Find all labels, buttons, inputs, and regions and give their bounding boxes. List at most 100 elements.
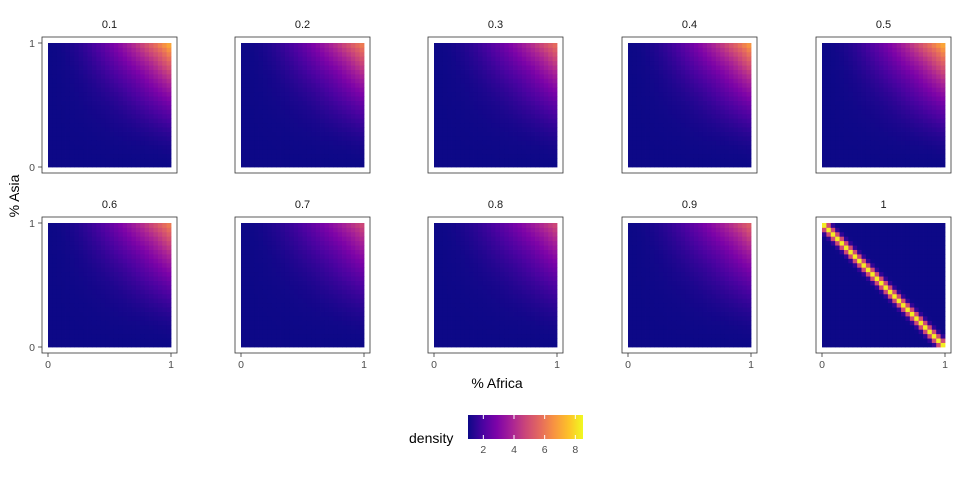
heatmap-cell xyxy=(293,65,299,70)
heatmap-cell xyxy=(118,162,124,168)
heatmap-cell xyxy=(513,47,518,53)
heatmap-cell xyxy=(100,158,106,163)
heatmap-cell xyxy=(499,60,505,66)
heatmap-cell xyxy=(543,69,549,75)
heatmap-cell xyxy=(676,118,682,124)
heatmap-cell xyxy=(342,153,347,159)
heatmap-cell xyxy=(65,144,71,150)
heatmap-cell xyxy=(74,144,80,150)
heatmap-cell xyxy=(315,136,321,141)
heatmap-cell xyxy=(65,69,71,75)
heatmap-cell xyxy=(931,113,937,119)
heatmap-cell xyxy=(61,47,66,53)
heatmap-cell xyxy=(105,333,110,339)
heatmap-cell xyxy=(491,78,496,84)
heatmap-cell xyxy=(901,122,906,128)
heatmap-cell xyxy=(280,153,286,159)
heatmap-cell xyxy=(931,78,937,84)
heatmap-cell xyxy=(879,144,884,150)
heatmap-cell xyxy=(254,254,259,259)
heatmap-cell xyxy=(87,51,93,57)
heatmap-cell xyxy=(843,140,849,146)
heatmap-cell xyxy=(530,118,536,124)
heatmap-cell xyxy=(166,342,172,348)
heatmap-cell xyxy=(249,43,255,48)
heatmap-cell xyxy=(276,131,281,137)
heatmap-cell xyxy=(122,153,128,159)
heatmap-cell xyxy=(333,153,339,159)
heatmap-cell xyxy=(153,302,159,308)
heatmap-cell xyxy=(685,136,690,141)
heatmap-cell xyxy=(746,162,752,168)
heatmap-cell xyxy=(632,131,638,137)
heatmap-cell xyxy=(359,91,365,97)
heatmap-cell xyxy=(689,51,695,57)
heatmap-cell xyxy=(729,149,734,155)
heatmap-cell xyxy=(879,96,884,101)
heatmap-cell xyxy=(826,65,832,70)
heatmap-cell xyxy=(830,87,836,93)
heatmap-cell xyxy=(508,105,514,110)
heatmap-cell xyxy=(843,56,849,62)
heatmap-cell xyxy=(689,96,695,101)
heatmap-cell xyxy=(140,109,146,115)
heatmap-cell xyxy=(517,47,523,53)
heatmap-cell xyxy=(861,69,867,75)
heatmap-cell xyxy=(249,289,255,295)
heatmap-cell xyxy=(552,91,558,97)
heatmap-cell xyxy=(521,43,527,48)
heatmap-cell xyxy=(733,60,739,66)
heatmap-cell xyxy=(746,127,752,132)
heatmap-cell xyxy=(324,127,330,132)
heatmap-cell xyxy=(504,60,510,66)
heatmap-cell xyxy=(280,96,286,101)
heatmap-cell xyxy=(667,74,673,79)
heatmap-cell xyxy=(267,302,273,308)
heatmap-cell xyxy=(658,144,664,150)
heatmap-cell xyxy=(720,60,726,66)
heatmap-cell xyxy=(144,289,150,295)
heatmap-cell xyxy=(276,65,281,70)
heatmap-cell xyxy=(658,158,664,163)
heatmap-cell xyxy=(543,100,549,106)
heatmap-cell xyxy=(311,105,317,110)
heatmap-cell xyxy=(100,51,106,57)
heatmap-cell xyxy=(746,96,752,101)
heatmap-cell xyxy=(157,276,163,281)
heatmap-cell xyxy=(306,127,312,132)
heatmap-cell xyxy=(113,311,119,317)
heatmap-cell xyxy=(526,56,532,62)
heatmap-cell xyxy=(530,78,536,84)
heatmap-cell xyxy=(56,56,62,62)
heatmap-cell xyxy=(940,118,946,124)
heatmap-cell xyxy=(848,87,854,93)
heatmap-cell xyxy=(715,100,721,106)
heatmap-cell xyxy=(74,82,80,88)
heatmap-cell xyxy=(469,87,474,93)
heatmap-cell xyxy=(649,122,655,128)
heatmap-cell xyxy=(245,280,251,286)
heatmap-cell xyxy=(135,109,141,115)
heatmap-cell xyxy=(477,91,483,97)
heatmap-cell xyxy=(499,149,505,155)
heatmap-cell xyxy=(839,162,845,168)
heatmap-cell xyxy=(157,131,163,137)
heatmap-cell xyxy=(711,47,717,53)
heatmap-cell xyxy=(526,131,532,137)
heatmap-cell xyxy=(870,60,876,66)
heatmap-cell xyxy=(702,140,708,146)
heatmap-cell xyxy=(149,329,154,335)
panel-border xyxy=(815,36,952,174)
heatmap-cell xyxy=(693,82,699,88)
heatmap-cell xyxy=(131,280,137,286)
heatmap-cell xyxy=(535,100,540,106)
heatmap-cell xyxy=(350,60,356,66)
heatmap-cell xyxy=(521,144,527,150)
heatmap-cell xyxy=(122,136,128,141)
heatmap-cell xyxy=(346,127,352,132)
heatmap-cell xyxy=(65,136,71,141)
heatmap-cell xyxy=(131,153,137,159)
heatmap-cell xyxy=(118,69,124,75)
heatmap-cell xyxy=(636,91,642,97)
heatmap-cell xyxy=(892,140,898,146)
